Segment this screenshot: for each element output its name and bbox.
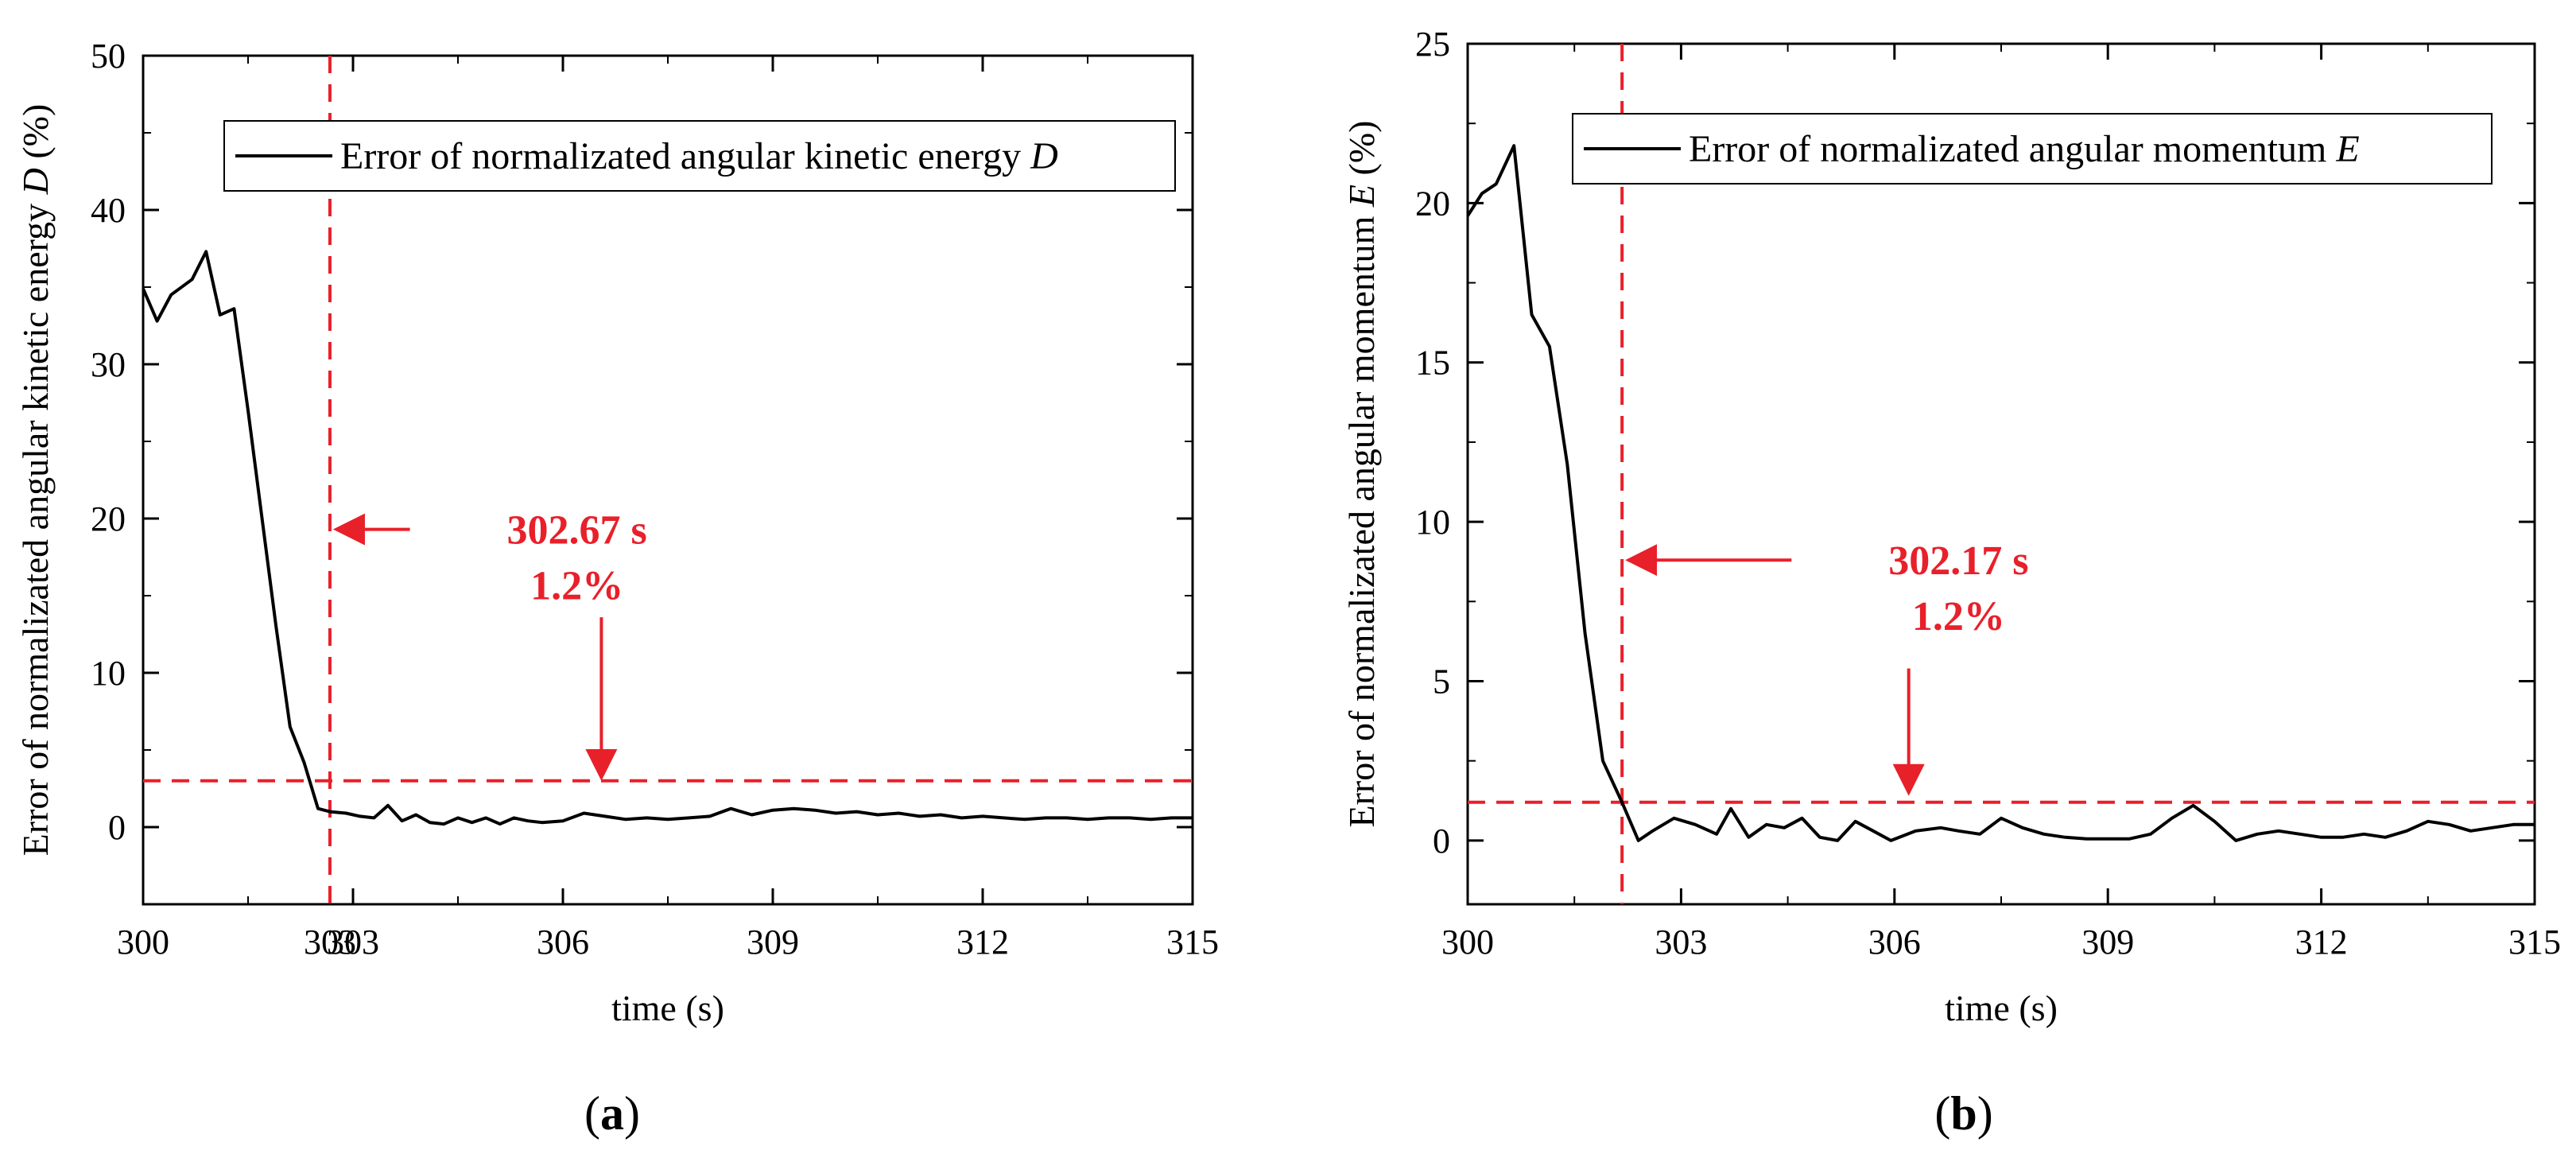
x-tick-label: 309 (2081, 923, 2134, 962)
y-tick-label: 50 (91, 37, 126, 76)
legend-box (1572, 113, 2493, 185)
chart-panel-a: 300 303 306 309 312 315 303 0 10 20 30 40 50 Error of… (15, 37, 1219, 1140)
x-tick-label: 300 (1441, 923, 1494, 962)
legend-label: Error of normalizated angular kinetic en… (340, 135, 1058, 177)
chart-panel-b: 300 303 306 309 312 315 0 5 10 15 20 25 Error of nor… (1341, 25, 2561, 1140)
x-tick-label: 303 (327, 923, 379, 962)
y-tick-label: 25 (1415, 25, 1450, 64)
x-tick-label: 315 (2508, 923, 2561, 962)
x-axis-title: time (s) (1945, 988, 2058, 1028)
x-tick-label: 312 (956, 923, 1009, 962)
y-tick-label: 20 (1415, 184, 1450, 223)
series-line (1466, 144, 2535, 842)
y-tick-label: 0 (1433, 822, 1450, 861)
annotation-percent: 1.2% (1912, 594, 2005, 639)
y-tick-label: 20 (91, 499, 126, 538)
y-tick-label: 10 (1415, 503, 1450, 542)
x-axis-title: time (s) (611, 988, 724, 1028)
y-tick-label: 40 (91, 191, 126, 230)
x-tick-label: 306 (537, 923, 589, 962)
y-tick-label: 10 (91, 654, 126, 693)
y-axis-title: Error of normalizated angular momentum E… (1341, 120, 1382, 827)
y-tick-label: 15 (1415, 344, 1450, 383)
x-tick-label-extra: 303 (304, 923, 356, 962)
legend-label: Error of normalizated angular momentum E (1689, 128, 2360, 170)
x-tick-label: 306 (1868, 923, 1921, 962)
panel-label: (b) (1934, 1087, 1992, 1140)
annotation-percent: 1.2% (530, 564, 623, 609)
annotation-time: 302.17 s (1888, 538, 2028, 584)
annotation-time: 302.67 s (506, 508, 646, 554)
y-axis-title: Error of normalizated angular kinetic en… (15, 104, 56, 857)
y-tick-label: 5 (1433, 662, 1450, 701)
legend-box (223, 120, 1176, 192)
series-line (142, 250, 1193, 826)
x-tick-label: 312 (2295, 923, 2348, 962)
x-tick-label: 315 (1166, 923, 1219, 962)
y-tick-label: 0 (108, 808, 126, 847)
y-tick-label: 30 (91, 345, 126, 384)
x-tick-label: 300 (117, 923, 169, 962)
panel-label: (a) (584, 1087, 640, 1140)
x-tick-label: 303 (1655, 923, 1707, 962)
x-tick-label: 309 (747, 923, 799, 962)
